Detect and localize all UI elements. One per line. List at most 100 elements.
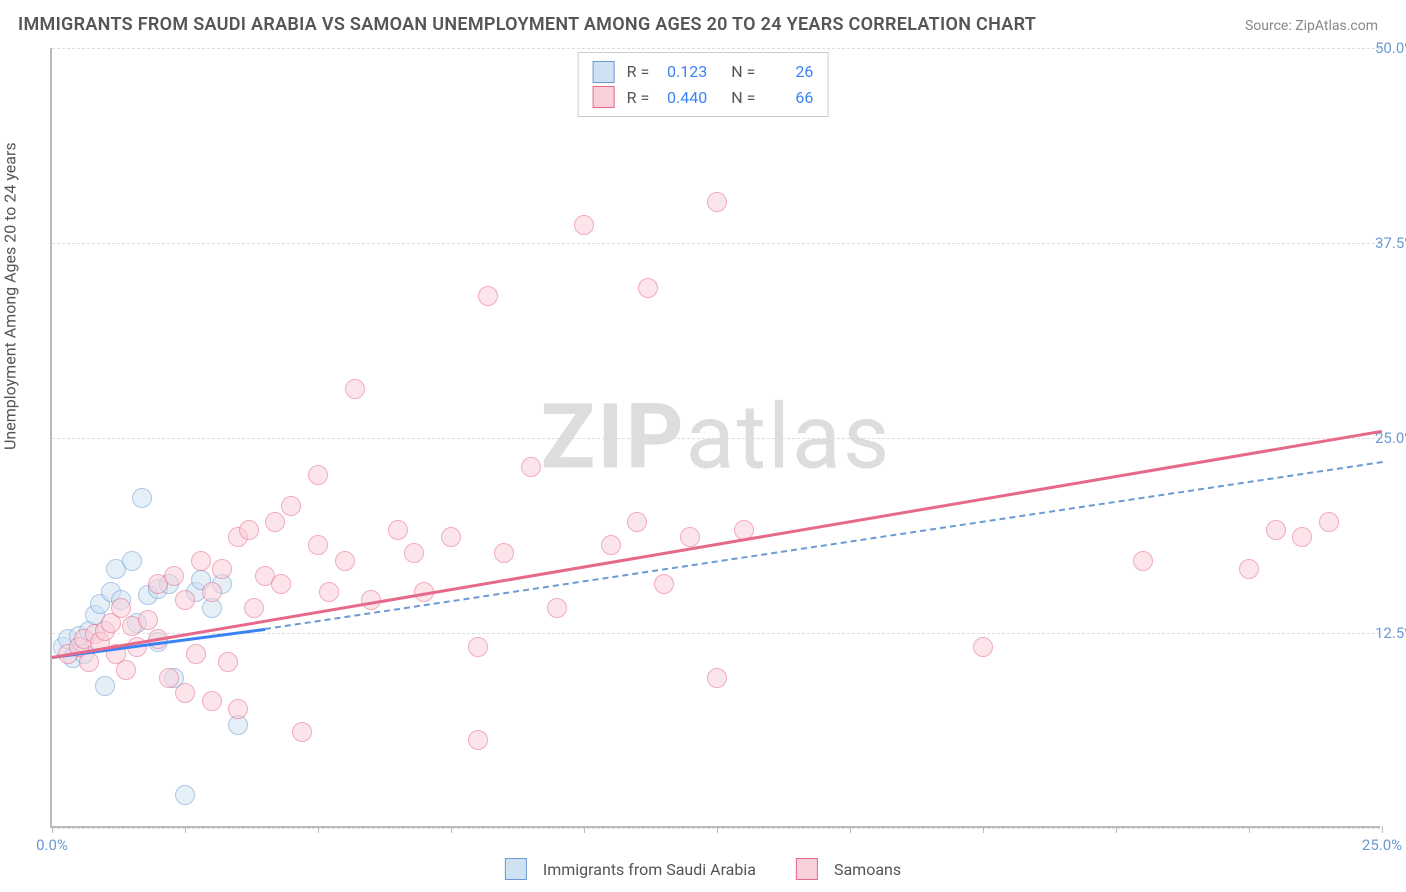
- scatter-point-series-2: [345, 379, 365, 399]
- scatter-point-series-2: [707, 668, 727, 688]
- scatter-point-series-2: [218, 652, 238, 672]
- scatter-point-series-2: [627, 512, 647, 532]
- scatter-point-series-2: [111, 598, 131, 618]
- scatter-point-series-2: [654, 574, 674, 594]
- x-tick-mark: [318, 826, 319, 833]
- scatter-point-series-2: [1133, 551, 1153, 571]
- gridline-horizontal: [52, 438, 1380, 439]
- y-tick-label: 12.5%: [1375, 624, 1406, 642]
- scatter-point-series-2: [680, 527, 700, 547]
- x-tick-mark: [983, 826, 984, 833]
- scatter-point-series-2: [186, 644, 206, 664]
- x-tick-mark: [850, 826, 851, 833]
- source-attribution: Source: ZipAtlas.com: [1245, 18, 1378, 34]
- n-value-1: 26: [761, 59, 813, 85]
- x-tick-mark: [584, 826, 585, 833]
- scatter-point-series-2: [319, 582, 339, 602]
- scatter-point-series-2: [1319, 512, 1339, 532]
- scatter-point-series-2: [601, 535, 621, 555]
- scatter-point-series-2: [335, 551, 355, 571]
- scatter-point-series-2: [638, 278, 658, 298]
- scatter-point-series-2: [164, 566, 184, 586]
- gridline-horizontal: [52, 48, 1380, 49]
- scatter-point-series-2: [547, 598, 567, 618]
- plot-area: ZIPatlas 12.5%25.0%37.5%50.0%0.0%25.0%: [50, 48, 1380, 828]
- series-label-1: Immigrants from Saudi Arabia: [543, 860, 756, 879]
- watermark: ZIPatlas: [541, 385, 892, 490]
- x-tick-label: 0.0%: [36, 836, 68, 854]
- scatter-point-series-2: [468, 637, 488, 657]
- scatter-point-series-2: [175, 683, 195, 703]
- swatch-series-2: [796, 858, 818, 880]
- n-label: N =: [731, 59, 755, 85]
- scatter-point-series-2: [441, 527, 461, 547]
- scatter-point-series-2: [707, 192, 727, 212]
- x-tick-mark: [1116, 826, 1117, 833]
- n-value-2: 66: [761, 85, 813, 111]
- series-legend: Immigrants from Saudi Arabia Samoans: [505, 858, 901, 880]
- x-tick-mark: [185, 826, 186, 833]
- scatter-point-series-2: [973, 637, 993, 657]
- correlation-legend-row-2: R = 0.440 N = 66: [593, 85, 814, 111]
- trend-line: [52, 430, 1382, 659]
- swatch-series-2: [593, 86, 615, 108]
- x-tick-mark: [717, 826, 718, 833]
- gridline-horizontal: [52, 633, 1380, 634]
- scatter-point-series-2: [228, 699, 248, 719]
- scatter-point-series-2: [1266, 520, 1286, 540]
- scatter-point-series-1: [132, 488, 152, 508]
- series-label-2: Samoans: [834, 860, 901, 879]
- scatter-point-series-2: [159, 668, 179, 688]
- x-tick-mark: [451, 826, 452, 833]
- x-tick-mark: [1382, 826, 1383, 833]
- swatch-series-1: [505, 858, 527, 880]
- scatter-point-series-2: [191, 551, 211, 571]
- trend-line: [265, 461, 1382, 630]
- scatter-point-series-2: [202, 691, 222, 711]
- scatter-point-series-2: [292, 722, 312, 742]
- x-tick-mark: [52, 826, 53, 833]
- series-legend-item-1: Immigrants from Saudi Arabia: [505, 858, 756, 880]
- y-axis-label: Unemployment Among Ages 20 to 24 years: [1, 142, 20, 450]
- scatter-point-series-1: [175, 785, 195, 805]
- scatter-point-series-2: [271, 574, 291, 594]
- scatter-point-series-2: [478, 286, 498, 306]
- scatter-point-series-2: [212, 559, 232, 579]
- scatter-point-series-1: [122, 551, 142, 571]
- scatter-point-series-2: [281, 496, 301, 516]
- x-tick-label: 25.0%: [1362, 836, 1402, 854]
- scatter-point-series-1: [95, 676, 115, 696]
- scatter-point-series-2: [1292, 527, 1312, 547]
- gridline-horizontal: [52, 243, 1380, 244]
- series-legend-item-2: Samoans: [796, 858, 901, 880]
- swatch-series-1: [593, 61, 615, 83]
- scatter-point-series-2: [388, 520, 408, 540]
- scatter-point-series-2: [468, 730, 488, 750]
- scatter-point-series-2: [308, 535, 328, 555]
- y-tick-label: 37.5%: [1375, 234, 1406, 252]
- scatter-point-series-2: [404, 543, 424, 563]
- correlation-legend-row-1: R = 0.123 N = 26: [593, 59, 814, 85]
- scatter-point-series-2: [521, 457, 541, 477]
- scatter-point-series-2: [574, 215, 594, 235]
- scatter-point-series-2: [138, 610, 158, 630]
- scatter-point-series-2: [202, 582, 222, 602]
- scatter-point-series-2: [1239, 559, 1259, 579]
- chart-title: IMMIGRANTS FROM SAUDI ARABIA VS SAMOAN U…: [18, 14, 1036, 35]
- correlation-legend: R = 0.123 N = 26 R = 0.440 N = 66: [578, 52, 829, 117]
- watermark-rest: atlas: [686, 385, 892, 490]
- scatter-point-series-2: [79, 652, 99, 672]
- scatter-point-series-2: [175, 590, 195, 610]
- scatter-point-series-2: [494, 543, 514, 563]
- n-label: N =: [731, 85, 755, 111]
- watermark-bold: ZIP: [541, 385, 686, 490]
- gridline-horizontal: [52, 828, 1380, 829]
- scatter-point-series-2: [265, 512, 285, 532]
- scatter-point-series-2: [244, 598, 264, 618]
- scatter-point-series-2: [116, 660, 136, 680]
- scatter-point-series-2: [308, 465, 328, 485]
- r-value-1: 0.123: [655, 59, 707, 85]
- x-tick-mark: [1249, 826, 1250, 833]
- r-value-2: 0.440: [655, 85, 707, 111]
- scatter-point-series-2: [239, 520, 259, 540]
